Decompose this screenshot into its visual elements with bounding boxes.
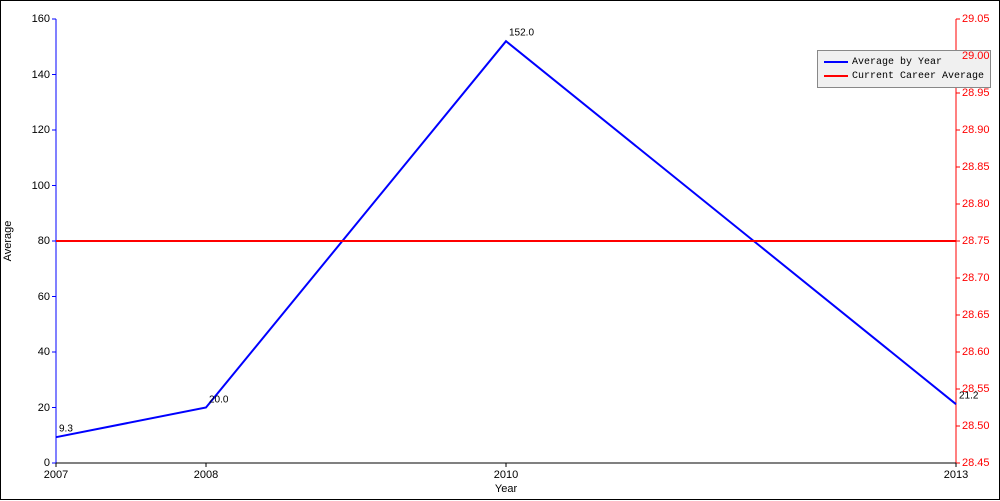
y-axis-left-label: Average xyxy=(2,221,14,262)
y-right-tick-label: 28.60 xyxy=(962,346,990,358)
y-right-tick-label: 29.05 xyxy=(962,13,990,25)
y-left-tick-label: 80 xyxy=(38,235,50,247)
y-right-tick-label: 28.65 xyxy=(962,309,990,321)
y-right-tick-label: 28.80 xyxy=(962,198,990,210)
y-right-tick-label: 28.50 xyxy=(962,420,990,432)
y-right-tick-label: 28.75 xyxy=(962,235,990,247)
x-axis-label: Year xyxy=(495,483,517,495)
y-left-tick-label: 0 xyxy=(44,457,50,469)
legend-item: Current Career Average xyxy=(824,69,984,83)
legend-label: Current Career Average xyxy=(852,71,984,82)
x-tick-label: 2008 xyxy=(194,469,218,481)
y-right-tick-label: 29.00 xyxy=(962,50,990,62)
chart-container: Average Year Average by Year Current Care… xyxy=(0,0,1000,500)
y-left-tick-label: 60 xyxy=(38,291,50,303)
x-tick-label: 2013 xyxy=(944,469,968,481)
y-right-tick-label: 28.90 xyxy=(962,124,990,136)
y-right-tick-label: 28.45 xyxy=(962,457,990,469)
y-right-tick-label: 28.85 xyxy=(962,161,990,173)
legend-swatch xyxy=(824,61,848,63)
y-left-tick-label: 160 xyxy=(32,13,50,25)
legend-label: Average by Year xyxy=(852,57,942,68)
legend-item: Average by Year xyxy=(824,55,984,69)
y-left-tick-label: 20 xyxy=(38,402,50,414)
x-tick-label: 2010 xyxy=(494,469,518,481)
data-point-label: 21.2 xyxy=(959,391,978,402)
x-tick-label: 2007 xyxy=(44,469,68,481)
y-right-tick-label: 28.95 xyxy=(962,87,990,99)
y-left-tick-label: 100 xyxy=(32,180,50,192)
data-point-label: 20.0 xyxy=(209,394,228,405)
y-left-tick-label: 40 xyxy=(38,346,50,358)
legend-swatch xyxy=(824,75,848,77)
data-point-label: 9.3 xyxy=(59,424,73,435)
y-right-tick-label: 28.70 xyxy=(962,272,990,284)
y-left-tick-label: 120 xyxy=(32,124,50,136)
data-point-label: 152.0 xyxy=(509,28,534,39)
series-line-0 xyxy=(56,41,956,437)
y-left-tick-label: 140 xyxy=(32,69,50,81)
